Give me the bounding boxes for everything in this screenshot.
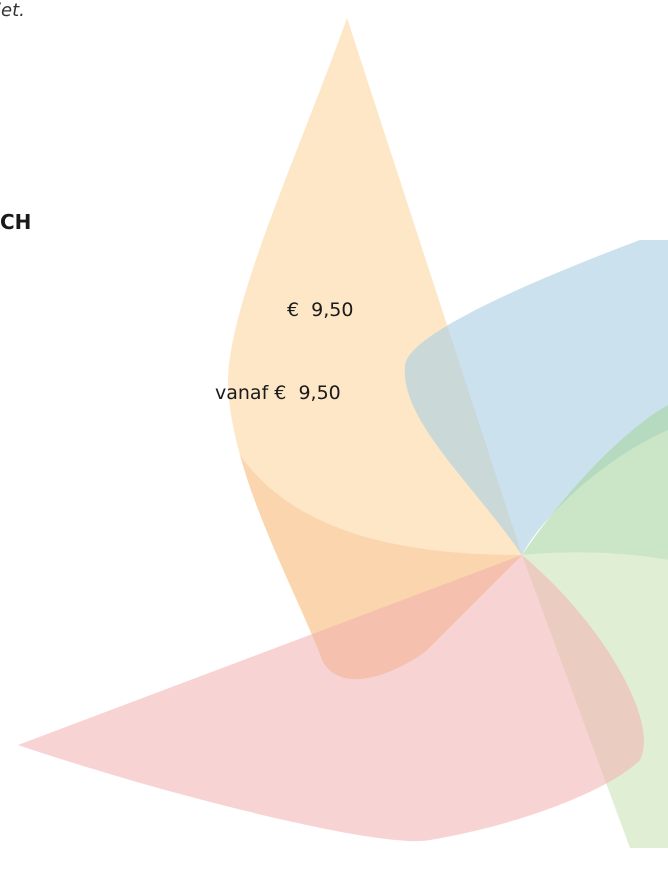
pinwheel-decoration bbox=[0, 0, 668, 877]
page: iet. CH € 9,50 vanaf € 9,50 (() => { con… bbox=[0, 0, 668, 877]
heading-fragment: CH bbox=[0, 210, 31, 234]
header-fragment: iet. bbox=[0, 0, 25, 21]
price: vanaf € 9,50 bbox=[215, 382, 341, 404]
price: € 9,50 bbox=[287, 299, 353, 321]
